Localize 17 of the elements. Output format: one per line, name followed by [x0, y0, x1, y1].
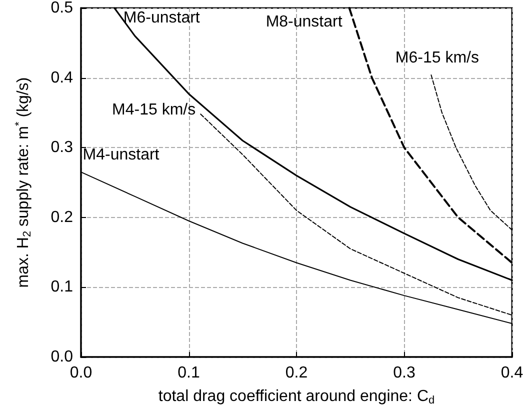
- y-tick-label: 0.3: [50, 139, 74, 156]
- y-tick-label: 0.1: [50, 278, 74, 296]
- x-tick-label: 0.1: [178, 364, 200, 382]
- x-tick-label: 0.2: [285, 364, 308, 382]
- y-tick-label: 0.0: [50, 348, 74, 366]
- y-axis-title: max. H2 supply rate: m* (kg/s): [14, 77, 34, 288]
- series-label: M8-unstart: [266, 14, 343, 30]
- series-label: M4-unstart: [82, 146, 160, 164]
- y-tick-label: 0.4: [50, 69, 74, 86]
- series-label: M6-unstart: [123, 10, 200, 26]
- x-tick-label: 0.4: [500, 364, 524, 382]
- x-tick-label: 0.0: [70, 364, 92, 382]
- x-tick-label: 0.3: [393, 364, 416, 382]
- y-tick-label: 0.2: [50, 208, 74, 226]
- series-label: M4-15 km/s: [112, 102, 196, 119]
- y-tick-label: 0.5: [50, 0, 74, 16]
- series-label: M6-15 km/s: [395, 50, 479, 67]
